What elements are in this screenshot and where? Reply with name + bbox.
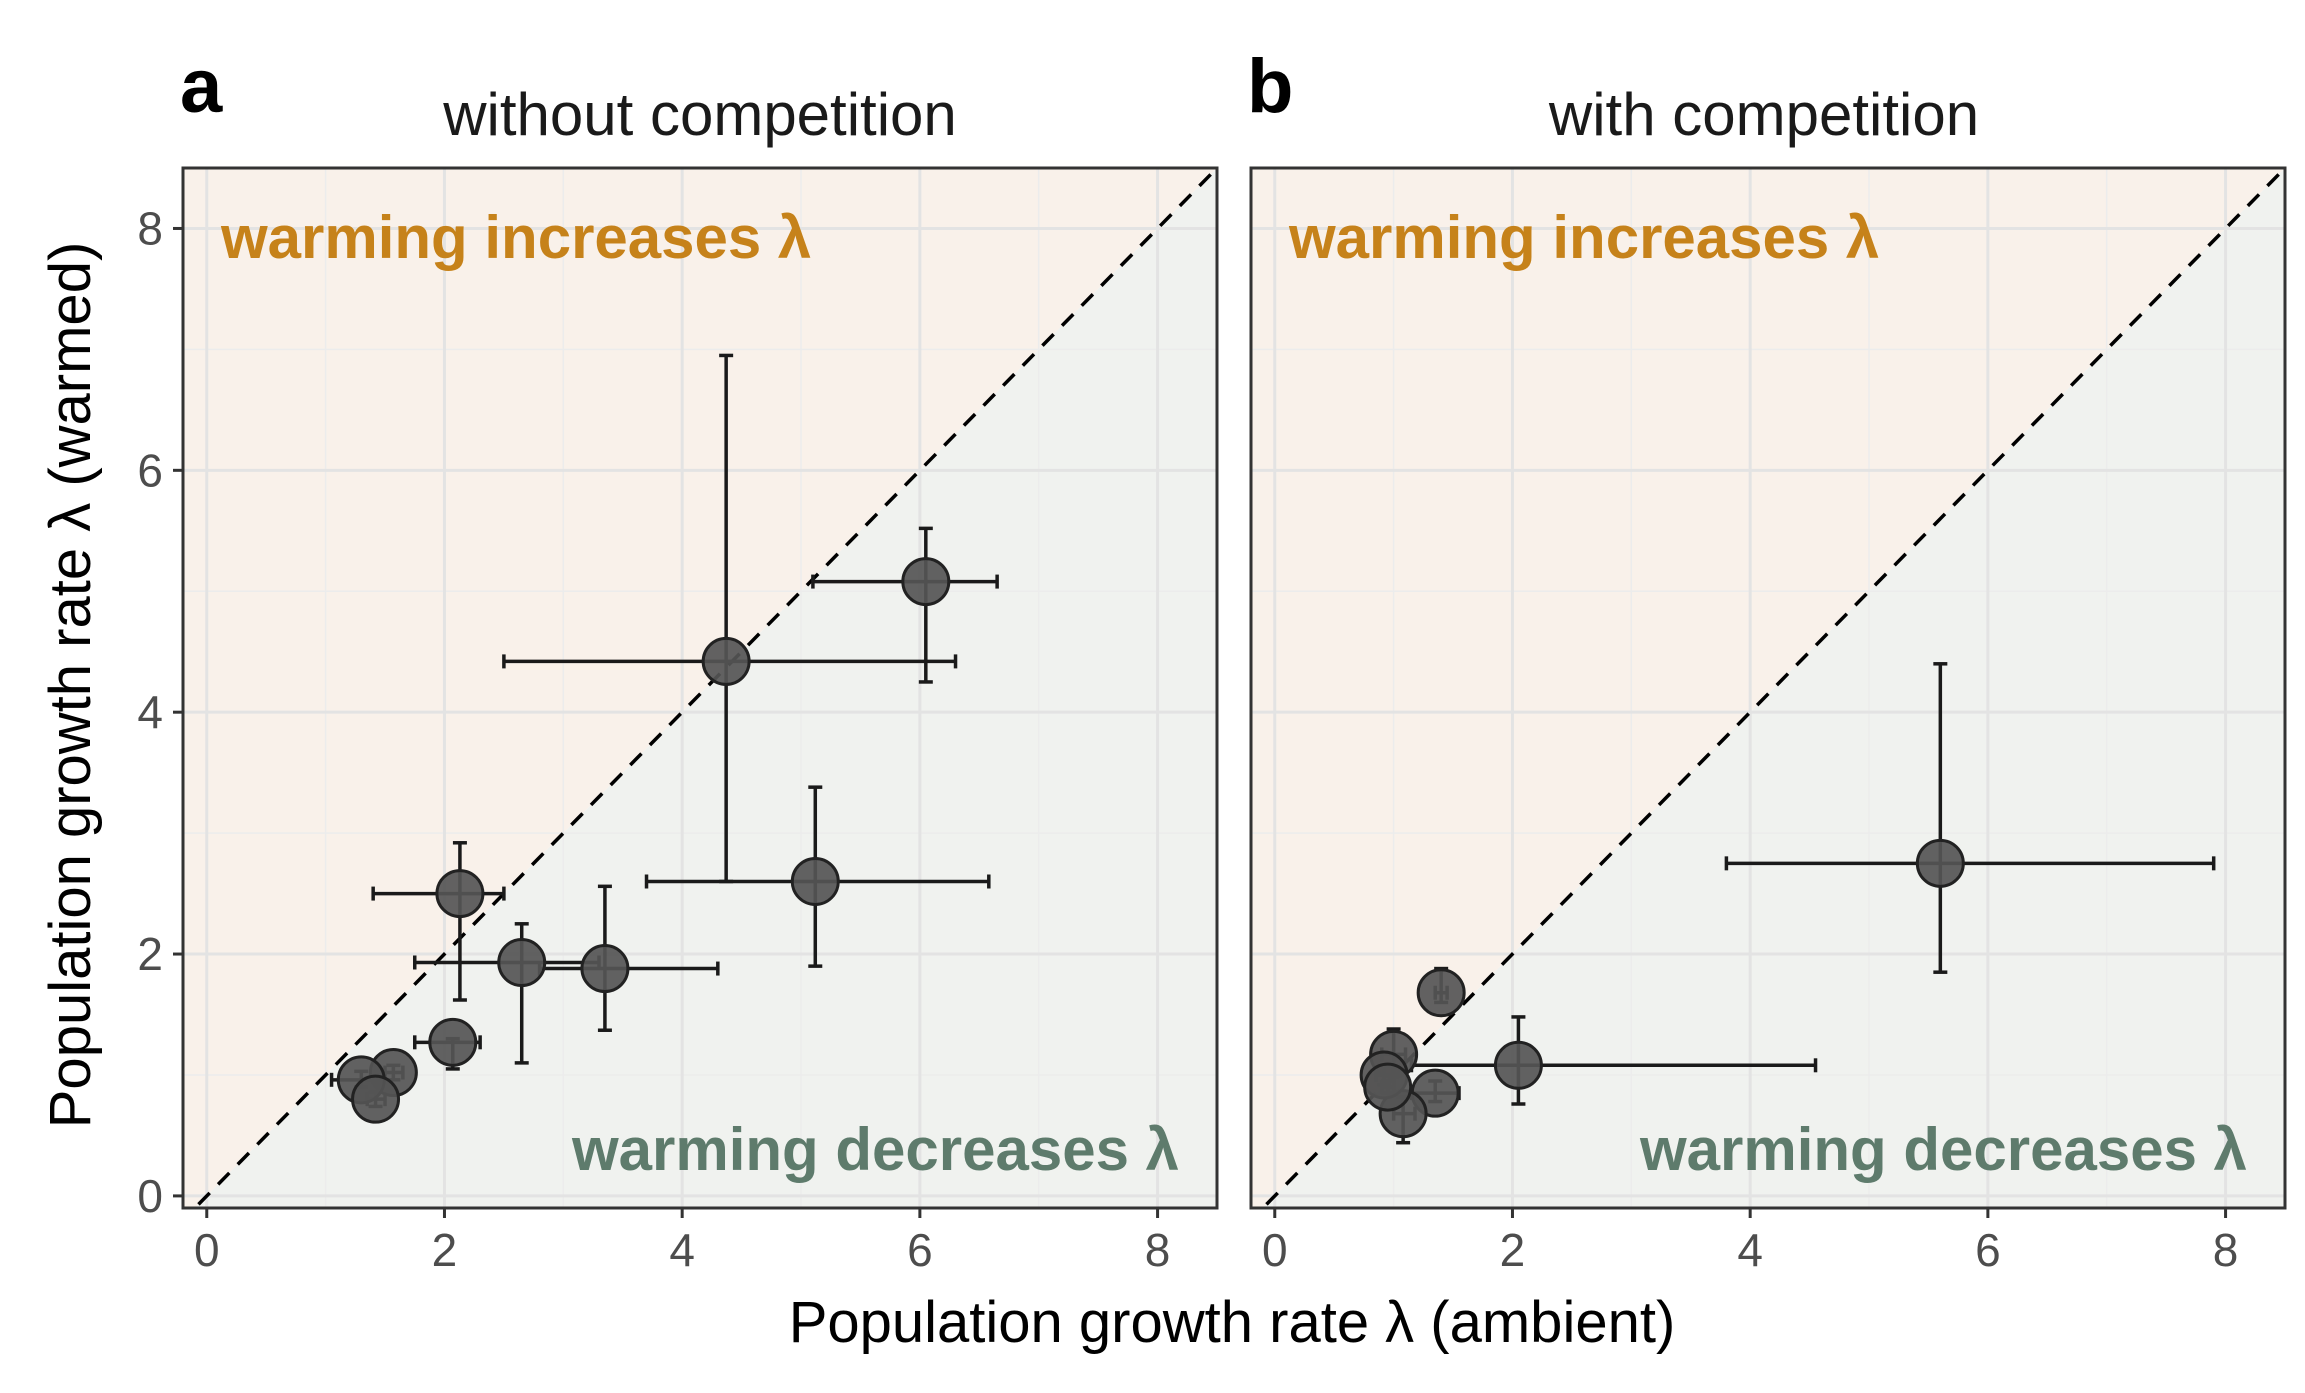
data-point — [1493, 1040, 1543, 1090]
y-tick-label: 0 — [137, 1170, 163, 1222]
data-point — [790, 856, 840, 906]
panel-border — [181, 166, 1219, 1210]
data-point — [1915, 838, 1965, 888]
x-tick-label: 4 — [669, 1224, 695, 1276]
x-tick-label: 2 — [1500, 1224, 1526, 1276]
x-tick-label: 4 — [1737, 1224, 1763, 1276]
x-tick-label: 8 — [1145, 1224, 1171, 1276]
x-tick-label: 0 — [1262, 1224, 1288, 1276]
data-point — [1363, 1062, 1413, 1112]
region-increase — [1251, 168, 2285, 1208]
x-tick-label: 8 — [2213, 1224, 2239, 1276]
x-axis-title: Population growth rate λ (ambient) — [789, 1290, 1676, 1355]
panel-letter-b: b — [1247, 44, 1293, 129]
label-warming-increases: warming increases λ — [1288, 204, 1879, 271]
data-point — [351, 1074, 401, 1124]
data-point — [1416, 968, 1466, 1018]
data-point — [580, 944, 630, 994]
data-point — [428, 1017, 478, 1067]
plot-inner — [183, 168, 1217, 1208]
y-axis-title: Population growth rate λ (warmed) — [38, 242, 103, 1129]
x-tick-label: 2 — [432, 1224, 458, 1276]
label-warming-decreases: warming decreases λ — [571, 1116, 1179, 1183]
x-tick-label: 0 — [194, 1224, 220, 1276]
region-increase — [183, 168, 1217, 1208]
y-tick-label: 8 — [137, 202, 163, 254]
plot-area-a: warming increases λ warming decreases λ 0 2… — [137, 166, 1219, 1276]
panel-title-a: without competition — [442, 81, 957, 148]
panel-title-b: with competition — [1548, 81, 1979, 148]
y-tick-label: 6 — [137, 444, 163, 496]
reference-line — [192, 168, 1217, 1208]
label-warming-increases: warming increases λ — [220, 204, 811, 271]
data-point — [497, 938, 547, 988]
data-point — [701, 636, 751, 686]
data-point — [435, 869, 485, 919]
x-tick-label: 6 — [1975, 1224, 2001, 1276]
plot-area-b: warming increases λ warming decreases λ 0 2… — [1249, 166, 2287, 1276]
label-warming-decreases: warming decreases λ — [1639, 1116, 2247, 1183]
x-tick-label: 6 — [907, 1224, 933, 1276]
region-decrease — [1251, 168, 2285, 1208]
y-tick-label: 2 — [137, 928, 163, 980]
error-bar — [1724, 662, 2216, 974]
panel-border — [1249, 166, 2287, 1210]
plot-inner — [1251, 168, 2285, 1208]
region-decrease — [183, 168, 1217, 1208]
panel-b: b with competition warming increases λwa… — [1247, 44, 2287, 1276]
data-point — [901, 557, 951, 607]
panel-a: a without competition warming increases … — [137, 44, 1219, 1276]
y-tick-label: 4 — [137, 686, 163, 738]
panel-letter-a: a — [180, 44, 223, 129]
